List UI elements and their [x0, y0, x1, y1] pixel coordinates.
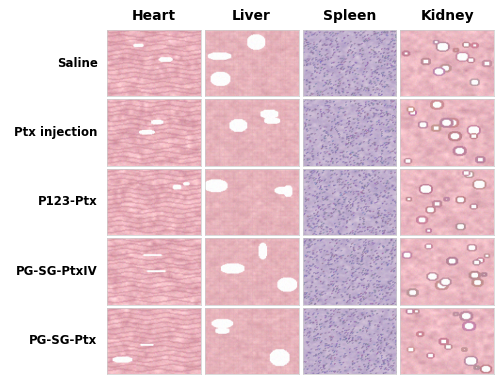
Text: PG-SG-Ptx: PG-SG-Ptx: [29, 334, 98, 347]
Text: P123-Ptx: P123-Ptx: [38, 195, 98, 209]
Text: Spleen: Spleen: [322, 9, 376, 22]
Text: Ptx injection: Ptx injection: [14, 126, 98, 139]
Text: PG-SG-PtxIV: PG-SG-PtxIV: [16, 265, 98, 278]
Text: Kidney: Kidney: [420, 9, 474, 22]
Text: Liver: Liver: [232, 9, 271, 22]
Text: Heart: Heart: [132, 9, 176, 22]
Text: Saline: Saline: [56, 57, 98, 70]
